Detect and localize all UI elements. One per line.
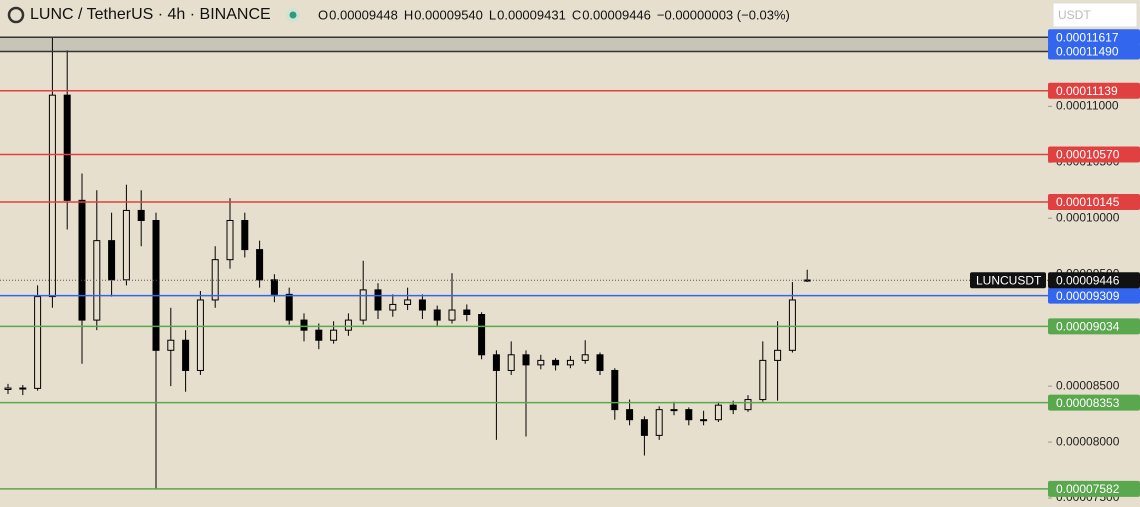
level-label-box — [1048, 146, 1140, 163]
level-label-box — [1048, 394, 1140, 411]
candle-body — [270, 279, 278, 295]
level-label-box — [1048, 43, 1140, 60]
candle-body — [714, 404, 722, 421]
candle-body — [344, 319, 352, 331]
candle-body — [63, 94, 71, 201]
candle-body — [137, 209, 145, 221]
candle-body — [522, 354, 530, 366]
candle-body — [108, 240, 116, 281]
candle-body — [122, 209, 130, 281]
candle-body — [182, 339, 190, 371]
candle-body — [463, 309, 471, 316]
level-label-box — [1048, 29, 1140, 46]
candle-body — [404, 299, 412, 305]
price-label: 0.00009446 — [1056, 273, 1120, 287]
candle-body — [611, 369, 619, 411]
ohlc-key: C — [572, 7, 581, 22]
currency[interactable]: USDT — [1058, 8, 1091, 22]
level-label: 0.00011617 — [1056, 30, 1119, 44]
candle-body — [537, 359, 545, 366]
candle-body — [478, 314, 486, 356]
y-tick-label: 0.00010000 — [1056, 210, 1120, 224]
level-label: 0.00007582 — [1056, 482, 1120, 496]
candle-body — [19, 387, 27, 390]
level-label-box — [1048, 82, 1140, 99]
candle-body — [685, 409, 693, 421]
ohlc-value: 0.00009540 — [414, 7, 483, 22]
candle-body — [418, 299, 426, 311]
ohlc: O 0.00009448 H 0.00009540 L 0.00009431 C 0.0000… — [318, 7, 790, 22]
ohlc-value: 0.00009446 — [582, 7, 651, 22]
candle-body — [581, 354, 589, 361]
candle-body — [196, 299, 204, 371]
candle-body — [359, 289, 367, 321]
level-label-box — [1048, 194, 1140, 211]
price-box — [1048, 272, 1140, 289]
candle-body — [596, 354, 604, 371]
candle-body — [552, 359, 560, 366]
ohlc-key: O — [318, 7, 328, 22]
candle-body — [389, 303, 397, 311]
candle-body — [374, 289, 382, 311]
y-tick-label: 0.00008000 — [1056, 434, 1120, 448]
candle-body — [34, 296, 42, 389]
candle-body — [788, 299, 796, 351]
candle-body — [655, 409, 663, 436]
candle-body — [492, 354, 500, 371]
candle-body — [640, 419, 648, 436]
candle-body — [759, 359, 767, 401]
candle-body — [285, 293, 293, 321]
candle-body — [152, 219, 160, 351]
candle-body — [78, 199, 86, 321]
level-label-box — [1048, 287, 1140, 304]
ohlc-value: 0.00009448 — [329, 7, 398, 22]
candle-body — [315, 329, 323, 341]
candle-body — [167, 339, 175, 351]
candle-body — [433, 309, 441, 321]
level-label: 0.00009309 — [1056, 289, 1120, 303]
change: −0.00000003 (−0.03%) — [657, 7, 790, 22]
candle-body — [4, 387, 12, 390]
level-label: 0.00010145 — [1056, 195, 1120, 209]
level-label: 0.00011139 — [1056, 84, 1118, 98]
candle-body — [774, 349, 782, 361]
level-label: 0.00008353 — [1056, 396, 1120, 410]
price-name-box — [970, 272, 1046, 289]
price-name: LUNCUSDT — [976, 273, 1042, 287]
candle-body — [729, 404, 737, 411]
level-label: 0.00009034 — [1056, 320, 1120, 334]
symbol: LUNC / TetherUS · 4h · BINANCE — [30, 6, 271, 23]
ohlc-key: H — [404, 7, 413, 22]
level-label-box — [1048, 480, 1140, 497]
status-dot — [289, 11, 297, 19]
candle-body — [448, 309, 456, 321]
candle-body — [626, 409, 634, 421]
candle-body — [744, 399, 752, 411]
candle-body — [256, 249, 264, 281]
candle-body — [211, 259, 219, 301]
candle-body — [700, 419, 708, 422]
level-label: 0.00010570 — [1056, 148, 1120, 162]
level-label-box — [1048, 318, 1140, 335]
ohlc-key: L — [489, 7, 496, 22]
y-tick-label: 0.00011000 — [1056, 99, 1119, 113]
currency-box[interactable] — [1052, 2, 1138, 28]
candle-body — [670, 409, 678, 412]
y-tick-label: 0.00008500 — [1056, 378, 1120, 392]
logo — [7, 6, 25, 24]
candle-body — [226, 219, 234, 261]
candle-body — [241, 219, 249, 251]
candle-body — [300, 319, 308, 331]
ohlc-value: 0.00009431 — [497, 7, 566, 22]
level-band — [0, 37, 1048, 52]
candle-body — [330, 329, 338, 341]
level-label: 0.00011490 — [1056, 45, 1119, 59]
candle-body — [507, 354, 515, 371]
candle-body — [566, 359, 574, 366]
candle-body — [48, 94, 56, 298]
